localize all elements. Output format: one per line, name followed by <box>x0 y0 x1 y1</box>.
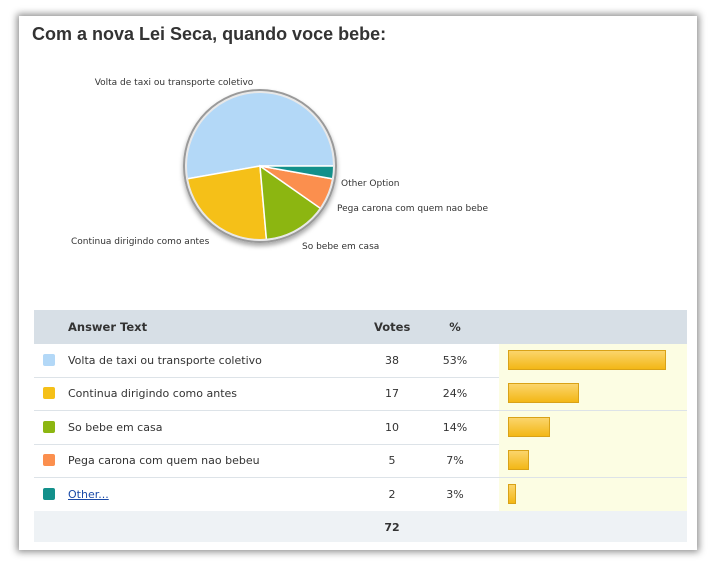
bar-cell <box>499 410 687 444</box>
vote-count: 5 <box>388 454 396 468</box>
pie-rim <box>185 91 335 241</box>
bar-cell <box>499 377 687 411</box>
answer-text[interactable]: Other... <box>68 487 109 501</box>
color-swatch <box>43 454 55 467</box>
bar-cell <box>499 477 687 511</box>
result-bar <box>508 350 666 370</box>
answer-text: Pega carona com quem nao bebeu <box>68 454 260 468</box>
header-answer-text: Answer Text <box>68 320 148 334</box>
vote-count: 17 <box>385 387 399 401</box>
header-percent: % <box>449 320 461 334</box>
pie-slice-label: Other Option <box>341 179 399 189</box>
total-votes: 72 <box>384 521 400 534</box>
answer-text: Volta de taxi ou transporte coletivo <box>68 354 262 367</box>
table-row: Continua dirigindo como antes 17 24% <box>34 377 687 412</box>
vote-percent: 53% <box>442 354 468 367</box>
color-swatch <box>43 487 55 500</box>
table-header: Answer Text Votes % <box>34 310 687 344</box>
result-bar <box>508 383 579 404</box>
vote-percent: 14% <box>442 420 468 434</box>
table-footer: 72 <box>34 511 687 542</box>
color-swatch <box>43 420 55 433</box>
vote-percent: 7% <box>446 454 464 468</box>
answer-text: Continua dirigindo como antes <box>68 387 238 401</box>
vote-percent: 3% <box>446 487 464 501</box>
color-swatch <box>43 354 55 366</box>
table-row: Volta de taxi ou transporte coletivo 38 53… <box>34 344 687 378</box>
table-row: So bebe em casa 10 14% <box>34 410 687 445</box>
pie-slice-label: Continua dirigindo como antes <box>71 237 210 247</box>
bar-cell <box>499 444 687 478</box>
vote-count: 38 <box>385 354 399 367</box>
result-bar <box>508 416 550 437</box>
header-votes: Votes <box>374 320 411 334</box>
pie-slice <box>186 165 268 241</box>
poll-title: Com a nova Lei Seca, quando voce bebe: <box>32 24 387 44</box>
vote-count: 2 <box>388 487 396 501</box>
bar-cell <box>499 344 687 377</box>
table-row: Other... 2 3% <box>34 477 687 512</box>
poll-results-panel: Com a nova Lei Seca, quando voce bebe: V… <box>19 16 697 550</box>
pie-slice-label: Pega carona com quem nao bebe <box>337 204 488 214</box>
vote-percent: 24% <box>442 387 468 401</box>
color-swatch <box>43 387 55 400</box>
pie-slice-label: So bebe em casa <box>302 242 379 252</box>
pie-slice-label: Volta de taxi ou transporte coletivo <box>95 78 254 88</box>
pie-chart: Volta de taxi ou transporte coletivo Cont… <box>71 78 488 252</box>
result-bar <box>508 450 529 471</box>
result-bar <box>508 483 516 504</box>
answer-text: So bebe em casa <box>68 420 163 434</box>
table-row: Pega carona com quem nao bebeu 5 7% <box>34 444 687 479</box>
vote-count: 10 <box>385 420 399 434</box>
results-table: Answer Text Votes % Volta de taxi ou tra… <box>34 310 687 542</box>
